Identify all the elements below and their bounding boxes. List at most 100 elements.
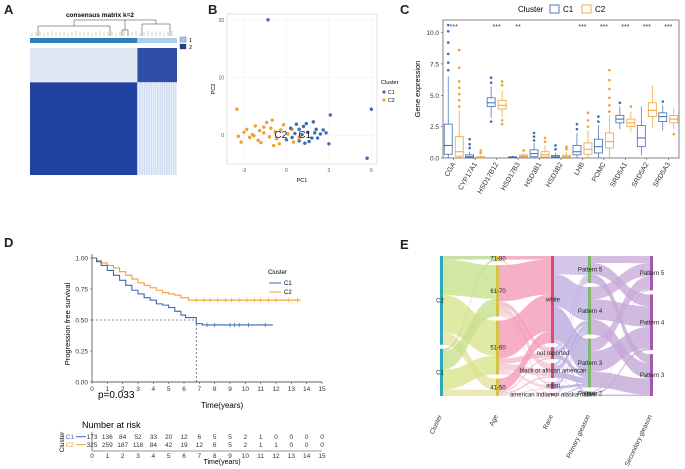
- risk-x-tick-label: 11: [257, 453, 264, 460]
- sankey-flow: [443, 298, 496, 370]
- risk-x-tick-label: 3: [136, 453, 140, 460]
- sankey-flow: [554, 388, 588, 396]
- sankey-flow: [591, 256, 650, 264]
- sankey-flow: [443, 256, 496, 260]
- sankey-flow: [499, 259, 551, 348]
- risk-count-c2: 118: [133, 442, 144, 449]
- sankey-node-label: Pattern 3: [640, 373, 665, 379]
- sankey-flow: [554, 280, 588, 384]
- y-tick-label: 7.5: [430, 61, 439, 68]
- outlier-c1: [446, 68, 450, 72]
- scatter-point-c2: [247, 135, 252, 140]
- sankey-flow: [499, 294, 551, 359]
- outlier-c2: [565, 147, 568, 151]
- sankey-node-label: asian: [546, 384, 560, 390]
- cluster-bar-1: [30, 38, 138, 43]
- sankey-node: [650, 256, 653, 291]
- legend-title: Cluster: [268, 270, 287, 276]
- outlier-c2: [608, 110, 611, 113]
- scatter-point-c2: [257, 128, 262, 133]
- legend-title: Cluster: [518, 5, 544, 14]
- sankey-flow: [554, 386, 588, 396]
- outlier-c1: [468, 146, 471, 150]
- scatter-point-c1: [365, 156, 369, 160]
- outlier-c2: [543, 140, 547, 143]
- gene-expression-boxplot: Cluster C1 C2 0.02.55.07.510.0 *** *** ** *…: [413, 4, 680, 195]
- sankey-node: [496, 320, 499, 375]
- scatter-point-c2: [245, 127, 249, 132]
- sankey-flow: [499, 388, 551, 396]
- scatter-point-c2: [264, 120, 269, 125]
- scatter-point-c2: [239, 140, 243, 144]
- risk-count-c1: 6: [198, 434, 202, 441]
- scatter-point-c2: [253, 124, 258, 128]
- sankey-node: [650, 294, 653, 351]
- cluster-bar-2: [137, 38, 177, 43]
- box-c1: [658, 112, 668, 123]
- sankey-node-label: C2: [436, 298, 444, 304]
- outlier-c1: [532, 135, 536, 138]
- sankey-flow: [591, 394, 650, 396]
- outlier-c1: [661, 100, 665, 103]
- outlier-c2: [522, 149, 525, 152]
- sankey-flow: [591, 348, 650, 395]
- scatter-point-c2: [277, 142, 282, 146]
- x-tick-label: 5: [167, 386, 171, 393]
- risk-table-x-label: Time(years): [203, 459, 240, 466]
- legend-label-2: 2: [189, 45, 192, 51]
- panel-label-d: D: [4, 235, 14, 250]
- x-axis-label: PC1: [297, 178, 308, 184]
- sankey-node-label: Pattern 2: [578, 392, 603, 398]
- risk-x-tick-label: 4: [152, 453, 156, 460]
- sankey-node: [551, 363, 554, 379]
- box-c1: [443, 123, 453, 155]
- sankey-flow: [499, 331, 551, 391]
- scatter-point-c2: [279, 128, 283, 132]
- x-tick-label: CYP17A1: [457, 161, 478, 191]
- scatter-point-c1: [300, 132, 304, 137]
- significance-mark: ***: [643, 24, 651, 31]
- box-c2: [647, 102, 657, 118]
- risk-count-c2: 19: [180, 442, 188, 449]
- risk-count-c2: 5: [228, 442, 232, 449]
- x-tick-label: 14: [303, 386, 311, 393]
- sankey-node-label: Pattern 3: [578, 361, 603, 367]
- risk-count-c1: 2: [244, 434, 248, 441]
- scatter-point-c2: [252, 134, 256, 138]
- legend-marker-c1: [382, 90, 386, 94]
- y-tick-label: 10: [218, 75, 224, 81]
- axes: 0.0 2.5 5.0 7.5 10.0: [426, 30, 669, 163]
- scatter-point-c1: [284, 138, 289, 142]
- scatter-point-c2: [270, 118, 274, 122]
- plot-frame: [226, 13, 378, 165]
- survival-curve-c2: [92, 257, 301, 301]
- legend-label-c2: C2: [388, 98, 395, 104]
- risk-table-title: Number at risk: [82, 420, 141, 430]
- sankey-node-label: C1: [436, 370, 444, 376]
- scatter-point-c1: [304, 121, 308, 126]
- survival-curves: [92, 257, 301, 382]
- scatter-point-c2: [242, 130, 246, 134]
- outlier-c1: [468, 137, 471, 141]
- scatter-point-c1: [321, 128, 325, 132]
- box-c2: [583, 142, 593, 155]
- sankey-node-label: 41-50: [490, 385, 506, 391]
- x-tick-label: 8: [213, 386, 217, 393]
- risk-count-c1: 1: [259, 434, 263, 441]
- sankey-node: [588, 338, 591, 388]
- significance-mark: ***: [493, 24, 501, 31]
- sankey-flow: [499, 315, 551, 395]
- risk-count-c1: 136: [102, 434, 113, 441]
- scatter-point-c2: [274, 136, 279, 141]
- risk-count-c2: 84: [150, 442, 158, 449]
- outlier-c1: [446, 23, 450, 27]
- outlier-c2: [457, 66, 461, 69]
- outlier-c1: [468, 142, 471, 146]
- scatter-point-c1: [305, 130, 310, 134]
- sankey-flow: [591, 326, 650, 372]
- dendrogram: [31, 19, 173, 36]
- scatter-point-c1: [313, 131, 317, 135]
- outlier-c2: [629, 105, 633, 108]
- x-tick-label: 0: [285, 168, 288, 174]
- sankey-flow: [554, 282, 588, 394]
